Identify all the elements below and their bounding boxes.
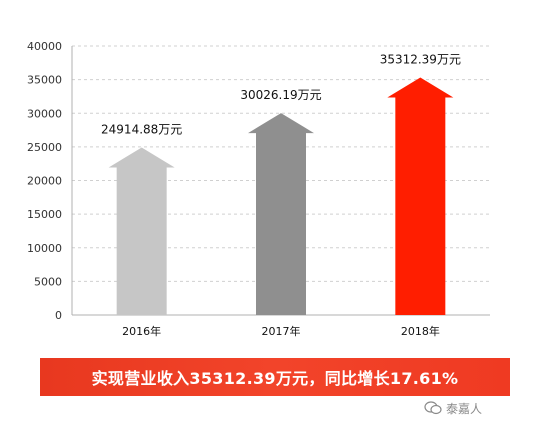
bar-arrow-2 <box>248 113 314 315</box>
wechat-watermark: 泰嘉人 <box>424 398 482 418</box>
x-tick-label: 2018年 <box>401 324 440 338</box>
revenue-chart: 0 5000 10000 15000 20000 25000 30000 35000 40000… <box>27 40 490 338</box>
watermark-text: 泰嘉人 <box>446 401 483 416</box>
x-tick-label: 2016年 <box>122 324 161 338</box>
data-label-1: 24914.88万元 <box>101 122 182 136</box>
y-tick-label: 0 <box>55 309 62 322</box>
y-tick-label: 35000 <box>27 74 62 87</box>
y-tick-label: 30000 <box>27 107 62 120</box>
summary-banner: 实现营业收入35312.39万元，同比增长17.61% <box>40 358 510 396</box>
y-tick-label: 25000 <box>27 141 62 154</box>
data-label-2: 30026.19万元 <box>240 88 321 102</box>
y-tick-label: 10000 <box>27 242 62 255</box>
y-tick-label: 15000 <box>27 208 62 221</box>
summary-banner-text: 实现营业收入35312.39万元，同比增长17.61% <box>91 369 459 388</box>
bar-arrow-1 <box>108 147 175 315</box>
wechat-icon <box>424 401 442 415</box>
y-tick-label: 20000 <box>27 175 62 188</box>
y-tick-label: 5000 <box>34 275 62 288</box>
bar-arrow-3 <box>387 77 454 316</box>
data-label-3: 35312.39万元 <box>380 53 461 67</box>
x-tick-label: 2017年 <box>262 324 301 338</box>
y-tick-label: 40000 <box>27 40 62 53</box>
